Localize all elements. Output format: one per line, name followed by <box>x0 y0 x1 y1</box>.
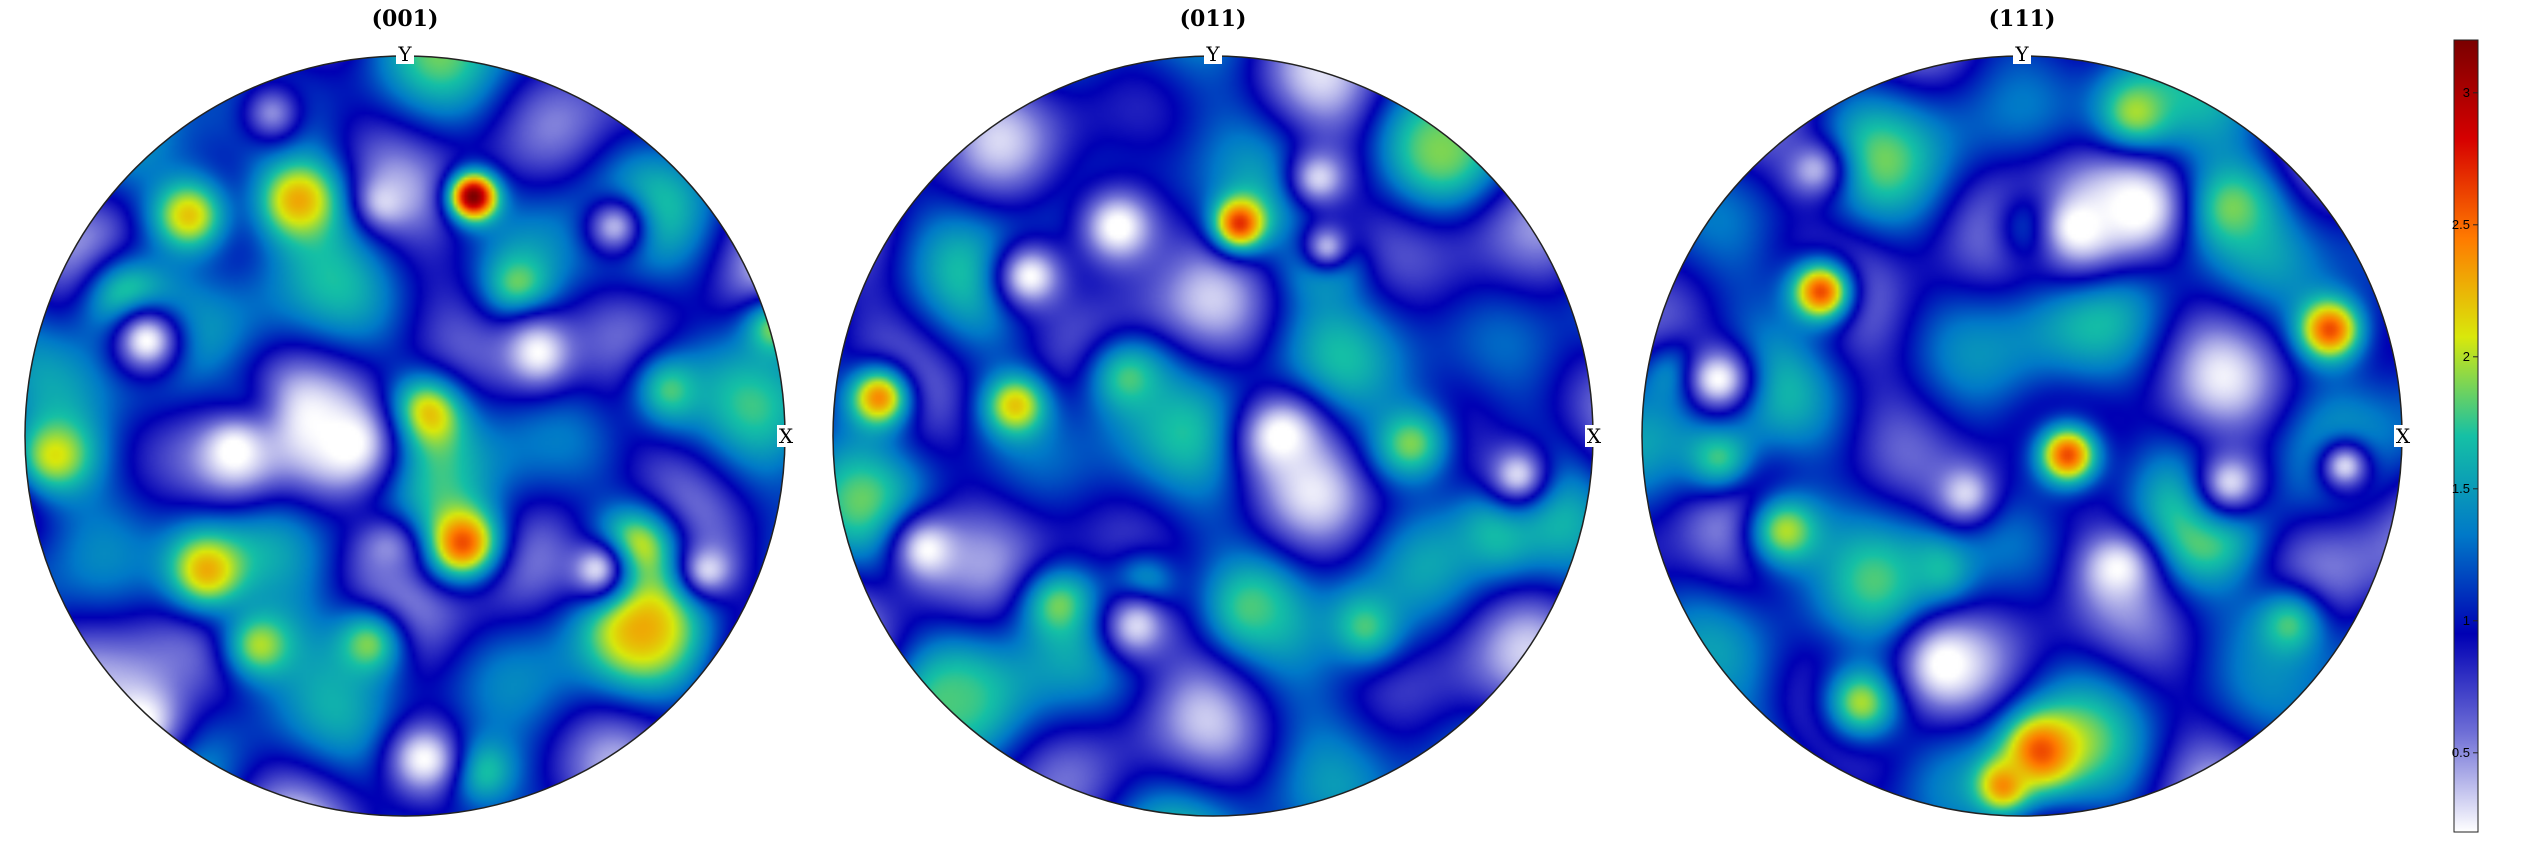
colorbar-tick-label: 2 <box>2463 349 2470 364</box>
density-map <box>25 56 785 816</box>
colorbar-tick-label: 2.5 <box>2452 217 2470 232</box>
axis-label-y: Y <box>397 42 412 66</box>
axis-label-bg <box>777 425 795 447</box>
axis-label-x: X <box>779 424 794 448</box>
axis-label-y: Y <box>2014 42 2029 66</box>
axis-label-bg <box>1585 425 1603 447</box>
colorbar-gradient <box>2453 39 2479 833</box>
colorbar: 0.5 1 1.5 2 2.5 3 <box>2452 39 2479 833</box>
axis-label-x: X <box>1587 424 1602 448</box>
colorbar-tick-label: 1.5 <box>2452 481 2470 496</box>
axis-label-bg <box>396 44 414 64</box>
pole-figure-2: (011) Y X <box>832 6 1603 817</box>
colorbar-tick-label: 0.5 <box>2452 745 2470 760</box>
axis-label-bg <box>1204 44 1222 64</box>
pole-figure-title: (001) <box>372 6 439 32</box>
colorbar-tick-label: 3 <box>2463 85 2470 100</box>
axis-label-y: Y <box>1205 42 1220 66</box>
density-map <box>1642 56 2402 816</box>
pole-figure-1: (001) Y X <box>24 6 795 817</box>
pole-figure-title: (011) <box>1180 6 1247 32</box>
axis-label-x: X <box>2396 424 2411 448</box>
pole-figure-3: (111) Y X <box>1641 6 2412 817</box>
pole-figure-title: (111) <box>1989 6 2056 32</box>
colorbar-tick-label: 1 <box>2463 613 2470 628</box>
density-map <box>833 56 1593 816</box>
axis-label-bg <box>2394 425 2412 447</box>
axis-label-bg <box>2013 44 2031 64</box>
pole-figures: (001) Y X (011) Y X (111) Y X <box>24 6 2412 817</box>
